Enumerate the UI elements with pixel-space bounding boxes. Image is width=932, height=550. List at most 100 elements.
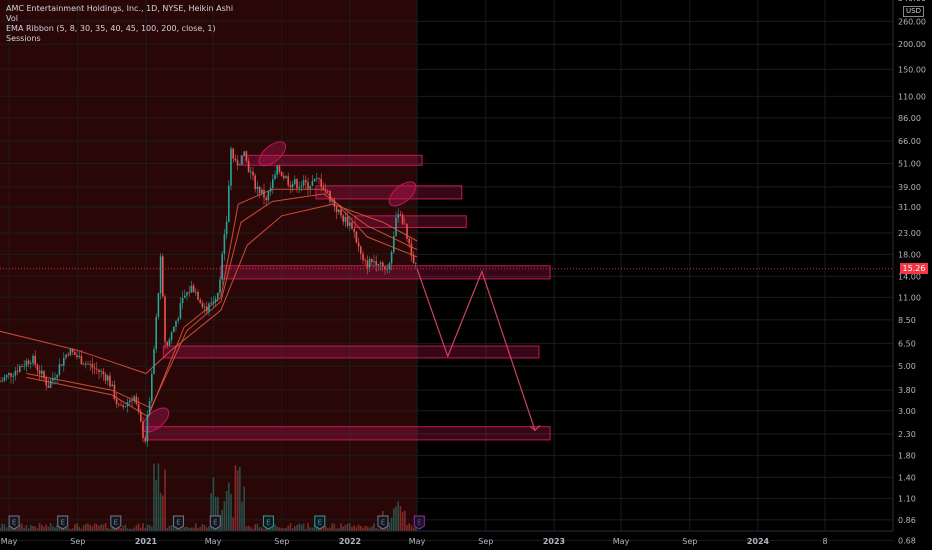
earnings-marker[interactable]: E [413,515,425,530]
volume-bar [30,525,32,531]
earnings-marker[interactable]: E [377,515,389,530]
candle-body [300,185,303,188]
candle-body [36,364,39,371]
y-tick-label: 11.00 [898,293,921,302]
candle-body [247,160,250,173]
legend-title[interactable]: AMC Entertainment Holdings, Inc., 1D, NY… [6,4,234,13]
volume-bar [393,508,395,531]
volume-bar [82,525,85,531]
volume-bar [19,524,21,531]
candle-body [10,373,12,377]
volume-bar [34,526,36,531]
x-tick-label: 2023 [543,537,565,546]
candle-body [302,180,305,186]
volume-bar [329,527,331,531]
volume-bar [333,523,336,531]
candle-body [137,403,140,412]
earnings-marker[interactable]: E [262,515,274,530]
earnings-marker[interactable]: E [209,515,221,530]
last-price-badge: 15.26 [900,263,928,275]
y-tick-label: 31.00 [898,203,921,212]
volume-bar [1,523,3,531]
legend-sessions[interactable]: Sessions [6,34,41,43]
volume-bar [344,524,347,531]
candle-body [353,228,355,232]
earnings-marker-label: E [266,519,270,527]
candle-body [265,197,267,201]
candle-body [78,355,80,358]
volume-bar [366,526,369,531]
candle-body [3,377,6,381]
y-tick-label: 8.50 [898,316,916,325]
volume-bar [47,526,50,531]
y-tick-label: 260.00 [898,17,926,26]
candle-body [208,303,210,312]
candle-body [184,295,186,298]
candle-body [371,259,373,263]
candle-body [131,400,133,402]
volume-bar [170,525,173,531]
candle-body [311,181,314,187]
candle-body [135,396,138,404]
candle-body [307,182,309,189]
candle-body [373,261,375,263]
candle-body [338,209,340,213]
candle-body [181,297,184,304]
volume-bar [107,527,109,531]
earnings-marker[interactable]: E [8,515,20,530]
volume-bar [129,528,131,531]
earnings-marker[interactable]: E [57,515,69,530]
volume-bar [60,528,63,531]
earnings-marker-shape [314,515,326,530]
volume-bar [375,527,377,531]
currency-label[interactable]: USD [903,6,924,17]
volume-bar [155,479,157,531]
volume-bar [126,528,129,531]
volume-bar [192,527,195,531]
candle-body [408,238,410,244]
candle-body [217,292,219,299]
candle-body [129,400,131,403]
candle-body [146,414,149,442]
volume-bar [118,526,120,531]
candle-body [104,374,107,381]
volume-bar [173,526,175,531]
legend-vol[interactable]: Vol [6,14,18,23]
volume-bar [201,524,204,531]
volume-bar [14,527,17,531]
ellipse-marker [258,141,287,167]
candle-body [393,236,395,252]
volume-bar [408,523,410,531]
candle-body [115,398,118,404]
projection-arrowhead [529,424,541,432]
earnings-marker[interactable]: E [314,515,326,530]
candle-body [190,285,193,293]
candle-body [151,373,153,402]
volume-bar [269,527,272,531]
volume-bar [280,527,283,531]
earnings-marker[interactable]: E [172,515,184,530]
candle-body [234,158,237,161]
candle-body [357,242,360,247]
candle-body [399,214,402,216]
volume-bar [410,525,413,531]
candle-body [305,180,307,183]
earnings-marker[interactable]: E [110,515,122,530]
candle-body [52,378,54,381]
chart-legend: AMC Entertainment Holdings, Inc., 1D, NY… [6,4,233,44]
candle-body [261,189,263,194]
volume-bar [283,528,285,531]
candle-body [252,171,254,176]
volume-bar [85,523,87,531]
volume-bar [159,492,162,531]
candle-body [375,261,377,266]
volume-bar [195,523,197,531]
earnings-marker-label: E [114,519,118,527]
volume-bar [16,527,19,531]
x-tick-label: Sep [682,537,697,546]
legend-ema[interactable]: EMA Ribbon (5, 8, 30, 35, 40, 45, 100, 2… [6,24,216,33]
volume-bar [43,526,45,531]
y-tick-label: 14.00 [898,272,921,281]
candle-body [239,164,241,166]
